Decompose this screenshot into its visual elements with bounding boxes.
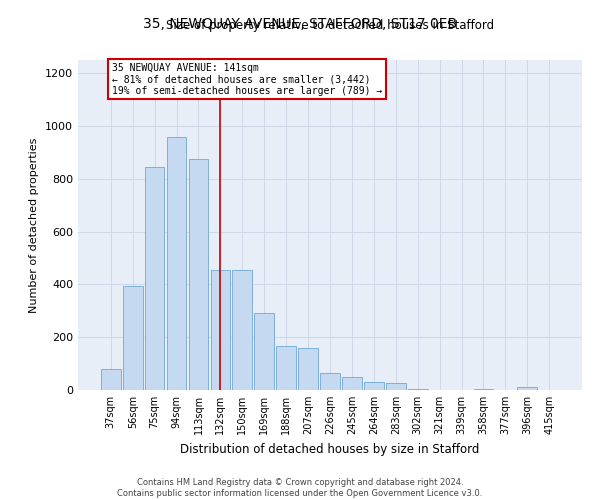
Bar (254, 314, 274, 390)
Bar (101, 369, 121, 390)
Bar (517, 388, 537, 390)
Bar (123, 286, 143, 390)
Bar (167, 136, 187, 390)
Bar (298, 348, 318, 390)
Bar (145, 167, 164, 390)
Bar (408, 388, 428, 390)
Text: 35 NEWQUAY AVENUE: 141sqm
← 81% of detached houses are smaller (3,442)
19% of se: 35 NEWQUAY AVENUE: 141sqm ← 81% of detac… (112, 62, 382, 96)
Bar (188, 159, 208, 390)
X-axis label: Distribution of detached houses by size in Stafford: Distribution of detached houses by size … (181, 442, 479, 456)
Bar (386, 384, 406, 390)
Bar (473, 388, 493, 390)
Bar (364, 382, 384, 390)
Text: 35, NEWQUAY AVENUE, STAFFORD, ST17 0EB: 35, NEWQUAY AVENUE, STAFFORD, ST17 0EB (143, 18, 457, 32)
Bar (276, 346, 296, 390)
Bar (342, 377, 362, 390)
Title: Size of property relative to detached houses in Stafford: Size of property relative to detached ho… (166, 20, 494, 32)
Text: Contains HM Land Registry data © Crown copyright and database right 2024.
Contai: Contains HM Land Registry data © Crown c… (118, 478, 482, 498)
Bar (320, 373, 340, 390)
Y-axis label: Number of detached properties: Number of detached properties (29, 138, 40, 312)
Bar (232, 270, 252, 390)
Bar (211, 270, 230, 390)
